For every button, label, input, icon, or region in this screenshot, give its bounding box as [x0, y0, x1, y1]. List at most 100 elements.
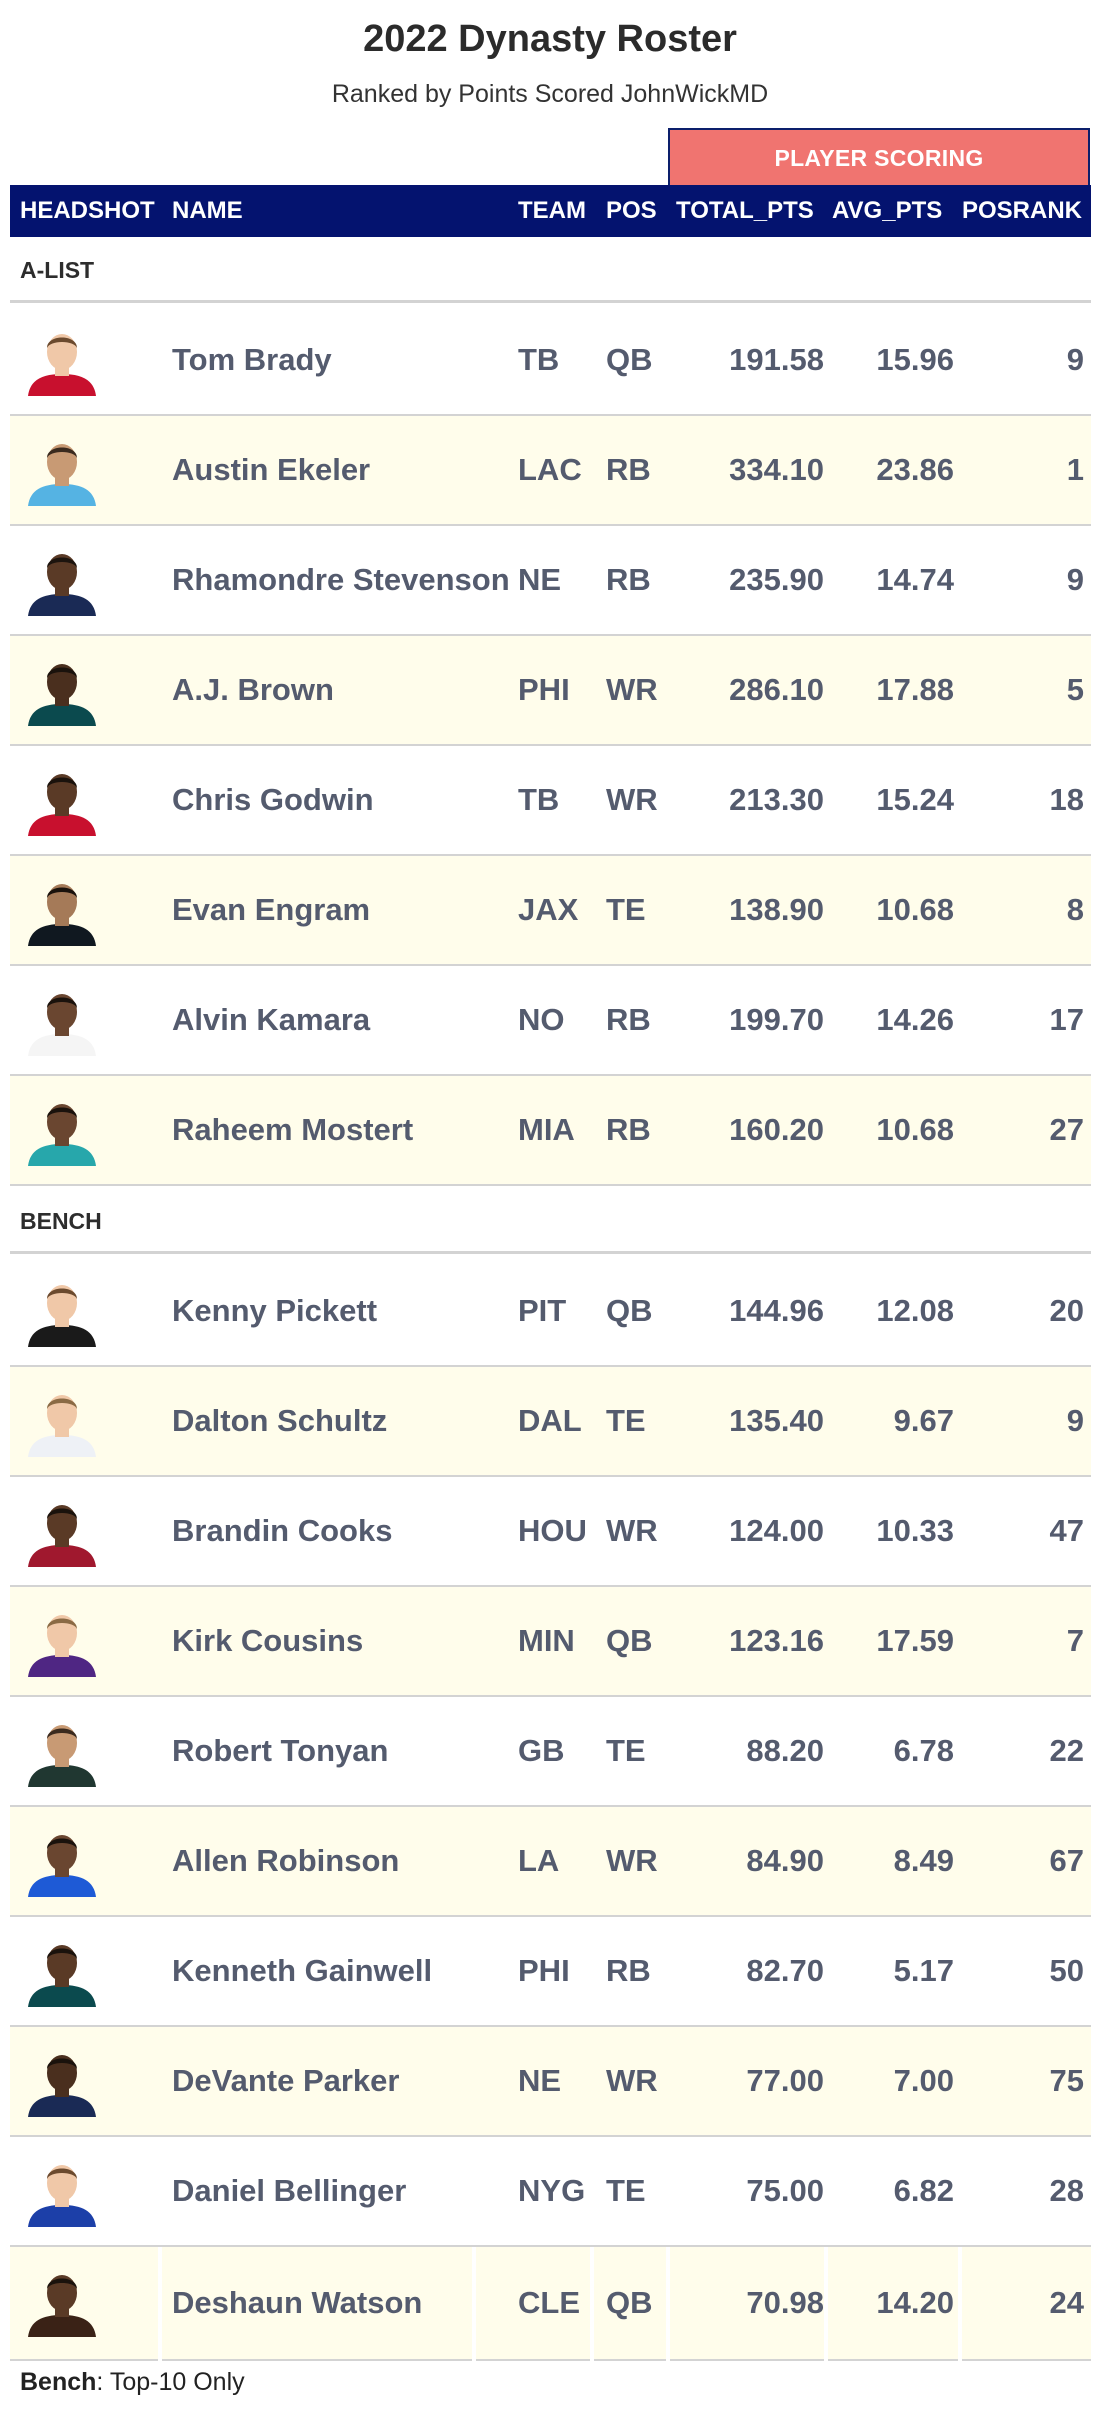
- player-position: TE: [606, 2173, 646, 2208]
- table-row: Rhamondre Stevenson NE RB 235.90 14.74 9: [10, 526, 1091, 636]
- footnote-label: Bench: [20, 2368, 97, 2396]
- column-spanner-player-scoring: PLAYER SCORING: [668, 128, 1090, 185]
- player-team: NE: [518, 2063, 562, 2098]
- player-team: TB: [518, 342, 560, 377]
- player-name: Dalton Schultz: [172, 1403, 388, 1438]
- player-posrank: 47: [1049, 1513, 1084, 1548]
- player-position: WR: [606, 2063, 658, 2098]
- player-avg-pts: 15.24: [876, 782, 954, 817]
- cell-divider: [472, 2247, 476, 2361]
- group-label-a-list: A-LIST: [10, 237, 1091, 303]
- player-name: Chris Godwin: [172, 782, 374, 817]
- player-total-pts: 75.00: [746, 2173, 824, 2208]
- player-avg-pts: 5.17: [893, 1953, 954, 1988]
- player-position: QB: [606, 342, 653, 377]
- player-position: RB: [606, 1953, 651, 1988]
- table-row: Evan Engram JAX TE 138.90 10.68 8: [10, 856, 1091, 966]
- table-row: Tom Brady TB QB 191.58 15.96 9: [10, 306, 1091, 416]
- table-row: A.J. Brown PHI WR 286.10 17.88 5: [10, 636, 1091, 746]
- player-headshot-icon: [28, 554, 96, 616]
- player-avg-pts: 12.08: [876, 1293, 954, 1328]
- player-total-pts: 135.40: [729, 1403, 824, 1438]
- player-headshot-icon: [28, 334, 96, 396]
- column-header-total-pts: TOTAL_PTS: [676, 197, 814, 224]
- player-headshot-icon: [28, 774, 96, 836]
- player-name: Deshaun Watson: [172, 2285, 423, 2320]
- player-name: Tom Brady: [172, 342, 332, 377]
- player-avg-pts: 14.74: [876, 562, 954, 597]
- player-total-pts: 144.96: [729, 1293, 824, 1328]
- table-row: Daniel Bellinger NYG TE 75.00 6.82 28: [10, 2137, 1091, 2247]
- table-row: Allen Robinson LA WR 84.90 8.49 67: [10, 1807, 1091, 1917]
- player-avg-pts: 8.49: [893, 1843, 954, 1878]
- table-row: Austin Ekeler LAC RB 334.10 23.86 1: [10, 416, 1091, 526]
- player-headshot-icon: [28, 444, 96, 506]
- player-headshot-icon: [28, 1725, 96, 1787]
- player-headshot-icon: [28, 2165, 96, 2227]
- player-name: DeVante Parker: [172, 2063, 400, 2098]
- player-position: RB: [606, 1112, 651, 1147]
- player-name: A.J. Brown: [172, 672, 334, 707]
- player-posrank: 5: [1066, 672, 1084, 707]
- player-name: Kirk Cousins: [172, 1623, 364, 1658]
- player-headshot-icon: [28, 1395, 96, 1457]
- player-total-pts: 286.10: [729, 672, 824, 707]
- player-position: QB: [606, 2285, 653, 2320]
- player-posrank: 18: [1049, 782, 1084, 817]
- player-headshot-icon: [28, 1835, 96, 1897]
- table-header: HEADSHOT NAME TEAM POS TOTAL_PTS AVG_PTS…: [10, 185, 1091, 237]
- player-total-pts: 138.90: [729, 892, 824, 927]
- player-headshot-icon: [28, 1505, 96, 1567]
- player-total-pts: 124.00: [729, 1513, 824, 1548]
- player-team: NYG: [518, 2173, 586, 2208]
- player-avg-pts: 15.96: [876, 342, 954, 377]
- player-position: QB: [606, 1293, 653, 1328]
- player-posrank: 75: [1049, 2063, 1084, 2098]
- player-total-pts: 235.90: [729, 562, 824, 597]
- player-posrank: 1: [1066, 452, 1084, 487]
- player-name: Austin Ekeler: [172, 452, 371, 487]
- player-avg-pts: 9.67: [893, 1403, 954, 1438]
- player-name: Daniel Bellinger: [172, 2173, 407, 2208]
- player-total-pts: 88.20: [746, 1733, 824, 1768]
- table-footnote: Bench: Top-10 Only: [20, 2368, 245, 2397]
- player-team: PHI: [518, 672, 570, 707]
- player-position: TE: [606, 1733, 646, 1768]
- player-headshot-icon: [28, 1104, 96, 1166]
- player-name: Alvin Kamara: [172, 1002, 371, 1037]
- table-row: Robert Tonyan GB TE 88.20 6.78 22: [10, 1697, 1091, 1807]
- player-total-pts: 84.90: [746, 1843, 824, 1878]
- cell-divider: [158, 2247, 162, 2361]
- player-name: Robert Tonyan: [172, 1733, 389, 1768]
- player-avg-pts: 23.86: [876, 452, 954, 487]
- column-header-avg-pts: AVG_PTS: [832, 197, 943, 224]
- table-row: Chris Godwin TB WR 213.30 15.24 18: [10, 746, 1091, 856]
- player-avg-pts: 10.68: [876, 1112, 954, 1147]
- player-team: JAX: [518, 892, 579, 927]
- player-avg-pts: 6.82: [893, 2173, 954, 2208]
- player-headshot-icon: [28, 1615, 96, 1677]
- player-posrank: 50: [1049, 1953, 1084, 1988]
- page-title: 2022 Dynasty Roster: [363, 18, 737, 60]
- player-total-pts: 334.10: [729, 452, 824, 487]
- player-avg-pts: 17.59: [876, 1623, 954, 1658]
- cell-divider: [824, 2247, 828, 2361]
- player-posrank: 9: [1066, 342, 1084, 377]
- player-posrank: 9: [1066, 562, 1084, 597]
- player-name: Kenny Pickett: [172, 1293, 378, 1328]
- player-avg-pts: 14.26: [876, 1002, 954, 1037]
- page-subtitle: Ranked by Points Scored JohnWickMD: [331, 80, 769, 108]
- player-team: HOU: [518, 1513, 587, 1548]
- player-posrank: 7: [1066, 1623, 1084, 1658]
- player-headshot-icon: [28, 884, 96, 946]
- player-position: RB: [606, 452, 651, 487]
- player-posrank: 20: [1049, 1293, 1084, 1328]
- player-total-pts: 77.00: [746, 2063, 824, 2098]
- player-name: Kenneth Gainwell: [172, 1953, 433, 1988]
- cell-divider: [590, 2247, 594, 2361]
- table-row: DeVante Parker NE WR 77.00 7.00 75: [10, 2027, 1091, 2137]
- player-team: DAL: [518, 1403, 582, 1438]
- player-avg-pts: 10.33: [876, 1513, 954, 1548]
- table-row: Kenneth Gainwell PHI RB 82.70 5.17 50: [10, 1917, 1091, 2027]
- player-headshot-icon: [28, 1945, 96, 2007]
